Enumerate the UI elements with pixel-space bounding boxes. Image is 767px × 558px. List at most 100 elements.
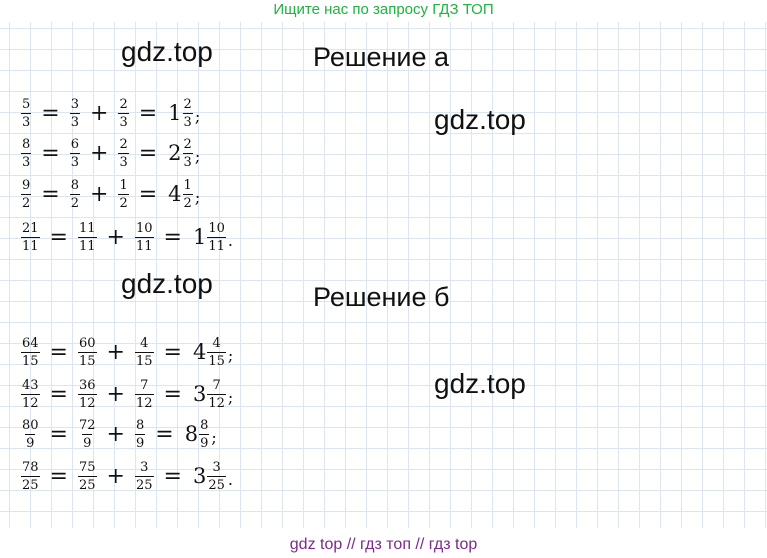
numerator: 7 (140, 377, 149, 393)
equals-sign: = (138, 181, 158, 207)
watermark: gdz.top (434, 368, 526, 399)
equals-sign: = (138, 140, 158, 166)
numerator: 21 (22, 220, 39, 236)
denominator: 3 (118, 112, 129, 130)
mixed-whole: 1 (168, 101, 182, 125)
denominator: 11 (77, 236, 97, 254)
equals-sign: = (41, 140, 60, 166)
numerator: 9 (22, 177, 31, 193)
punctuation: ; (227, 388, 234, 407)
denominator: 9 (82, 433, 93, 451)
denominator: 3 (69, 112, 80, 130)
term1-fraction: 60 15 (77, 336, 97, 369)
equation-row: 78 25 = 75 25 +3 25 = 3 3 25. (20, 457, 233, 495)
term2-fraction: 4 15 (134, 335, 154, 369)
plus-sign: + (106, 224, 125, 250)
mixed-fraction: 7 12 (207, 378, 226, 411)
numerator: 4 (140, 335, 149, 351)
numerator: 1 (119, 177, 128, 193)
section-a-title: Решение а (313, 42, 450, 72)
denominator: 2 (21, 193, 32, 211)
punctuation: ; (194, 188, 201, 207)
mixed-whole: 1 (192, 225, 207, 249)
numerator: 4 (212, 335, 221, 351)
denominator: 3 (118, 152, 129, 170)
term2-fraction: 10 11 (134, 220, 154, 254)
term2-fraction: 7 12 (134, 377, 154, 411)
term1-fraction: 36 12 (77, 377, 97, 411)
punctuation: ; (227, 346, 234, 365)
equation-row: 43 12 = 36 12 +7 12 = 3 7 12; (20, 375, 233, 413)
numerator: 75 (78, 459, 96, 475)
plus-sign: + (90, 181, 109, 207)
term2-fraction: 3 25 (134, 460, 154, 493)
lhs-fraction: 21 11 (21, 221, 40, 254)
numerator: 3 (70, 96, 79, 112)
equation-row: 8 3 = 6 3 +2 3 = 2 2 3; (20, 134, 200, 172)
mixed-whole: 3 (192, 464, 207, 488)
punctuation: . (227, 470, 233, 489)
denominator: 25 (21, 475, 40, 493)
numerator: 2 (183, 96, 192, 112)
denominator: 15 (134, 351, 154, 369)
equals-sign: = (163, 339, 182, 365)
lhs-fraction: 64 15 (21, 336, 40, 369)
denominator: 3 (69, 152, 80, 170)
numerator: 2 (119, 96, 128, 112)
plus-sign: + (90, 140, 109, 166)
denominator: 11 (207, 236, 226, 254)
denominator: 12 (134, 393, 154, 411)
equation-row: 5 3 = 3 3 +2 3 = 1 2 3; (20, 94, 200, 132)
equals-sign: = (41, 181, 60, 207)
equals-sign: = (49, 381, 68, 407)
punctuation: ; (211, 428, 217, 447)
numerator: 78 (22, 459, 39, 475)
denominator: 3 (21, 152, 32, 170)
numerator: 3 (212, 459, 221, 475)
denominator: 15 (21, 351, 40, 369)
numerator: 8 (22, 136, 31, 152)
mixed-fraction: 4 15 (207, 336, 226, 369)
denominator: 9 (25, 433, 36, 451)
plus-sign: + (90, 100, 109, 126)
punctuation: . (227, 231, 233, 250)
numerator: 10 (135, 220, 153, 236)
equals-sign: = (49, 463, 68, 489)
lhs-fraction: 43 12 (21, 378, 40, 411)
denominator: 12 (21, 393, 40, 411)
equals-sign: = (41, 100, 60, 126)
mixed-fraction: 10 11 (207, 221, 226, 254)
numerator: 11 (78, 220, 96, 236)
equation-row: 80 9 = 72 9 +8 9 = 8 8 9; (20, 415, 217, 453)
numerator: 2 (119, 136, 128, 152)
equals-sign: = (49, 224, 68, 250)
equals-sign: = (163, 381, 182, 407)
numerator: 43 (22, 377, 39, 393)
numerator: 8 (200, 417, 209, 433)
denominator: 25 (207, 475, 226, 493)
term1-fraction: 11 11 (77, 220, 97, 254)
denominator: 12 (207, 393, 226, 411)
equals-sign: = (49, 339, 68, 365)
footer-links[interactable]: gdz top // гдз топ // гдз top (289, 536, 478, 553)
denominator: 15 (207, 351, 226, 369)
watermark: gdz.top (121, 36, 213, 67)
numerator: 36 (78, 377, 96, 393)
denominator: 11 (21, 236, 40, 254)
denominator: 2 (118, 193, 129, 211)
numerator: 80 (22, 417, 39, 433)
denominator: 12 (77, 393, 97, 411)
top-banner[interactable]: Ищите нас по запросу ГДЗ ТОП (273, 1, 494, 18)
term1-fraction: 75 25 (77, 459, 97, 493)
denominator: 2 (69, 193, 80, 211)
punctuation: ; (194, 147, 201, 166)
denominator: 3 (182, 152, 193, 170)
